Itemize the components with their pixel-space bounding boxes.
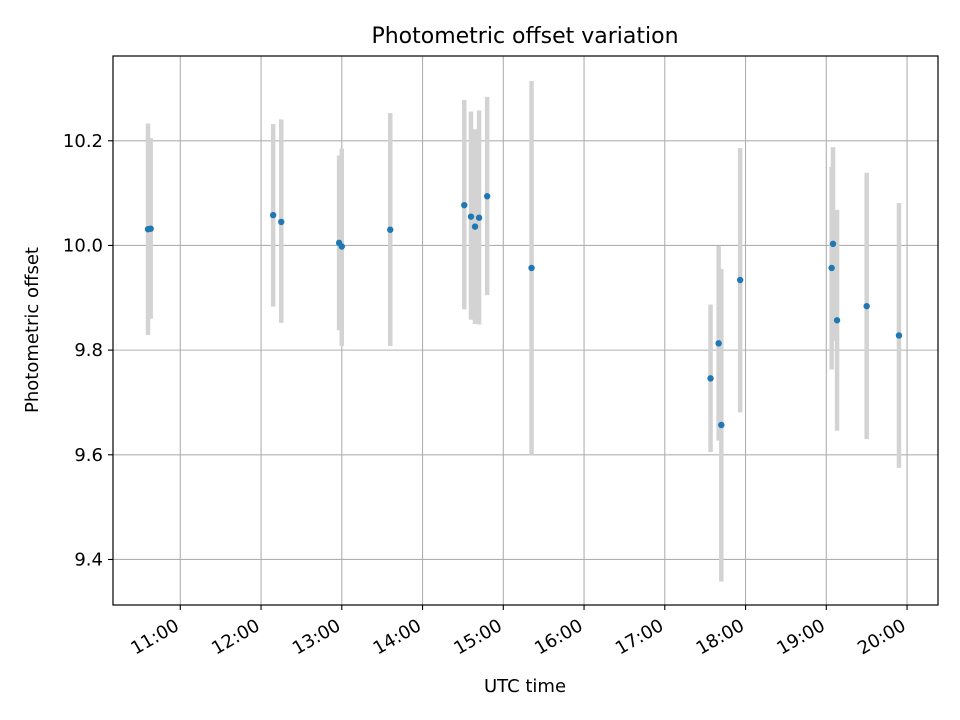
data-point bbox=[269, 211, 277, 219]
data-point bbox=[483, 193, 491, 200]
chart-title: Photometric offset variation bbox=[371, 24, 678, 49]
y-tick-label: 9.8 bbox=[74, 340, 103, 361]
data-point bbox=[467, 213, 475, 220]
data-point bbox=[715, 340, 722, 347]
x-axis-label: UTC time bbox=[484, 676, 566, 697]
y-axis-label: Photometric offset bbox=[22, 247, 43, 413]
y-tick-label: 9.4 bbox=[74, 549, 103, 570]
data-points bbox=[144, 193, 903, 429]
y-tick-label: 10.0 bbox=[63, 235, 103, 256]
data-point bbox=[338, 243, 345, 250]
plot-frame bbox=[112, 55, 939, 606]
data-point bbox=[828, 264, 835, 272]
y-axis-ticks: 9.4 9.6 9.8 10.0 10.2 bbox=[63, 131, 113, 570]
data-point bbox=[895, 332, 903, 339]
data-point bbox=[718, 421, 725, 429]
data-point bbox=[475, 214, 483, 221]
data-point bbox=[833, 317, 841, 324]
data-point bbox=[147, 225, 154, 232]
data-point bbox=[863, 302, 870, 310]
grid-lines bbox=[113, 56, 938, 605]
data-point bbox=[387, 226, 394, 233]
data-point bbox=[528, 264, 535, 272]
data-point bbox=[736, 276, 744, 284]
data-point bbox=[707, 375, 714, 382]
data-point bbox=[278, 218, 285, 226]
y-tick-label: 9.6 bbox=[74, 445, 103, 466]
data-point bbox=[461, 201, 468, 209]
data-point bbox=[471, 223, 479, 230]
data-point bbox=[829, 240, 837, 248]
y-tick-label: 10.2 bbox=[63, 131, 103, 152]
